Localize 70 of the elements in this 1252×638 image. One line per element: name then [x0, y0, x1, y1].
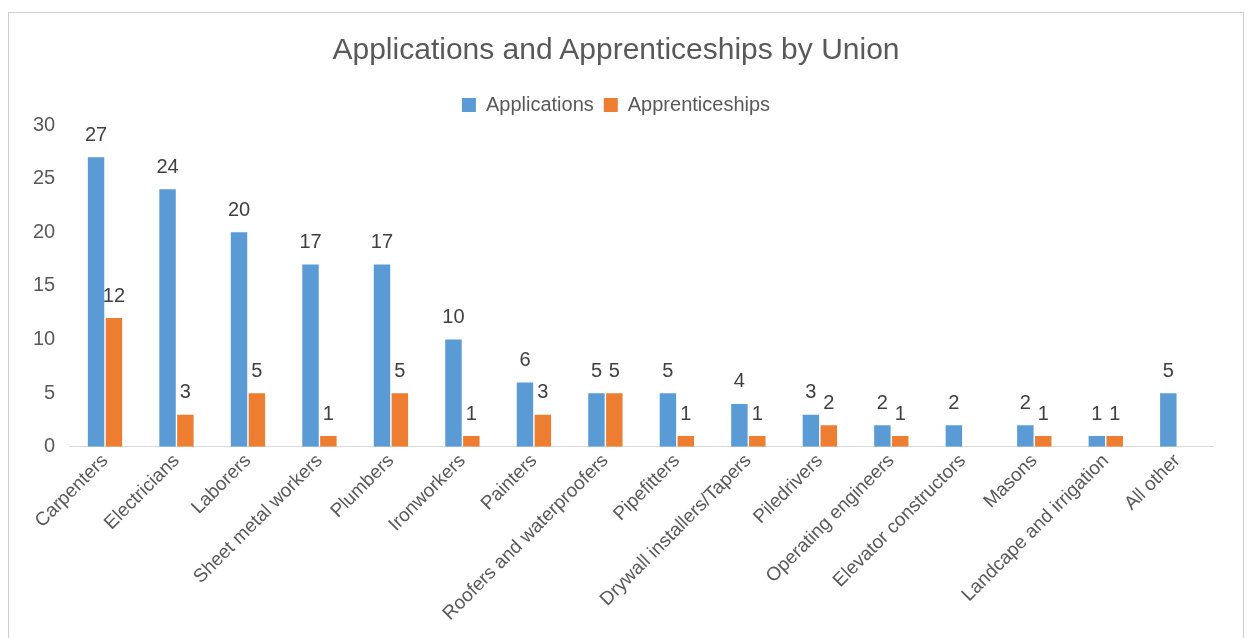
bar — [87, 157, 105, 447]
data-label: 5 — [662, 358, 674, 381]
bar — [1106, 436, 1123, 447]
bar — [105, 318, 123, 447]
bar — [945, 425, 963, 447]
bar — [230, 232, 248, 447]
bar — [588, 393, 605, 447]
y-tick-label: 5 — [44, 380, 56, 403]
data-label: 1 — [322, 401, 334, 424]
legend-label: Apprenticeships — [627, 92, 771, 115]
data-label: 17 — [299, 229, 322, 252]
data-label: 3 — [805, 380, 817, 403]
bar — [1035, 436, 1052, 447]
data-label: 3 — [179, 380, 191, 403]
data-label: 5 — [590, 358, 603, 381]
y-tick-label: 15 — [33, 273, 56, 296]
bar — [874, 425, 891, 447]
bar — [820, 425, 837, 447]
bar — [731, 403, 748, 447]
bar — [302, 264, 319, 447]
bar — [892, 436, 909, 447]
y-tick-label: 25 — [33, 166, 56, 189]
data-label: 24 — [156, 154, 179, 177]
bar — [445, 339, 462, 447]
bar — [177, 414, 194, 447]
y-tick-label: 10 — [33, 327, 56, 350]
data-label: 1 — [1037, 401, 1049, 424]
data-label: 27 — [84, 122, 108, 145]
data-label: 20 — [227, 197, 251, 220]
data-label: 1 — [680, 401, 692, 424]
data-label: 5 — [394, 358, 406, 381]
data-label: 1 — [465, 401, 477, 424]
y-tick-label: 30 — [33, 112, 56, 135]
data-label: 12 — [102, 283, 126, 306]
bar — [516, 382, 534, 447]
data-label: 5 — [608, 358, 620, 381]
bar — [159, 189, 176, 447]
bar — [802, 414, 820, 447]
data-label: 1 — [894, 401, 906, 424]
data-label: 17 — [370, 229, 394, 252]
data-label: 3 — [537, 380, 549, 403]
data-label: 1 — [1109, 401, 1121, 424]
data-label: 5 — [251, 358, 263, 381]
data-label: 2 — [876, 390, 888, 413]
data-label: 4 — [733, 369, 745, 392]
data-label: 5 — [1162, 358, 1174, 381]
data-label: 2 — [1019, 390, 1031, 413]
data-label: 6 — [519, 347, 531, 370]
data-label: 2 — [823, 390, 835, 413]
bar — [391, 393, 409, 447]
data-label: 2 — [948, 390, 960, 413]
data-label: 1 — [1091, 401, 1103, 424]
bar — [373, 264, 391, 447]
bar — [606, 393, 623, 447]
data-label: 10 — [442, 305, 465, 328]
bar — [1160, 393, 1177, 447]
bar — [1017, 425, 1034, 447]
bar — [659, 393, 677, 447]
data-label: 1 — [751, 401, 763, 424]
bar — [1088, 436, 1106, 447]
chart-title: Applications and Apprenticeships by Union — [332, 32, 900, 66]
bar — [749, 436, 766, 447]
bar — [534, 414, 552, 447]
bar — [248, 393, 266, 447]
y-tick-label: 0 — [44, 434, 56, 457]
bar — [463, 436, 480, 447]
y-tick-label: 20 — [33, 219, 56, 242]
legend-label: Applications — [485, 92, 594, 115]
bar — [320, 436, 337, 447]
bar — [677, 436, 695, 447]
